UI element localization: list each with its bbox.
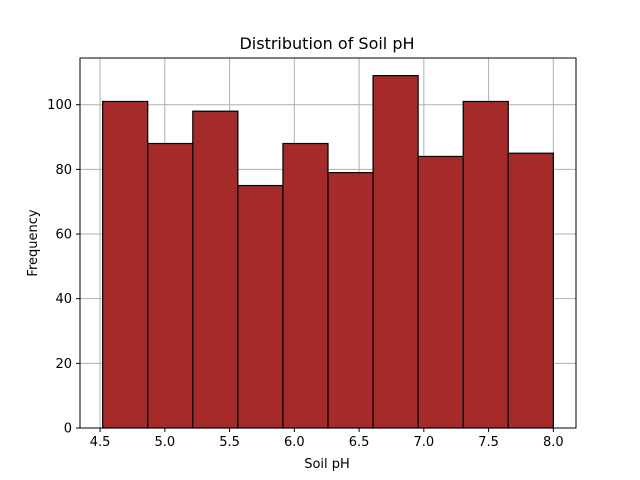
plot-frame [79,57,577,429]
x-tick-label: 7.5 [478,435,499,450]
histogram-bar [507,152,554,429]
x-tick-label: 5.0 [154,435,175,450]
x-tick-label: 4.5 [90,435,111,450]
chart-title: Distribution of Soil pH [239,34,414,53]
histogram-bar [102,100,149,429]
histogram-bar [147,142,194,429]
x-tick-label: 8.0 [543,435,564,450]
y-tick-label: 100 [47,98,72,113]
histogram-bar [192,110,239,429]
y-axis-label: Frequency [26,209,41,276]
x-tick-label: 6.5 [349,435,370,450]
x-tick-label: 5.5 [219,435,240,450]
histogram-bar [237,184,284,429]
histogram-bar [462,100,509,429]
y-tick-label: 0 [64,422,72,437]
histogram-bar [417,155,464,429]
x-tick-label: 6.0 [284,435,305,450]
x-axis-label: Soil pH [304,457,350,472]
x-tick-label: 7.0 [413,435,434,450]
y-tick-label: 60 [55,228,72,243]
histogram-bar [327,172,374,429]
y-tick-label: 40 [55,292,72,307]
y-tick-label: 20 [55,357,72,372]
y-axis-ticks: 0 20 40 60 80 100 [47,98,80,437]
histogram-bar [372,75,419,429]
x-axis-ticks: 4.5 5.0 5.5 6.0 6.5 7.0 7.5 8.0 [90,428,564,450]
histogram-bar [282,142,329,429]
bars [102,75,554,429]
y-tick-label: 80 [55,163,72,178]
